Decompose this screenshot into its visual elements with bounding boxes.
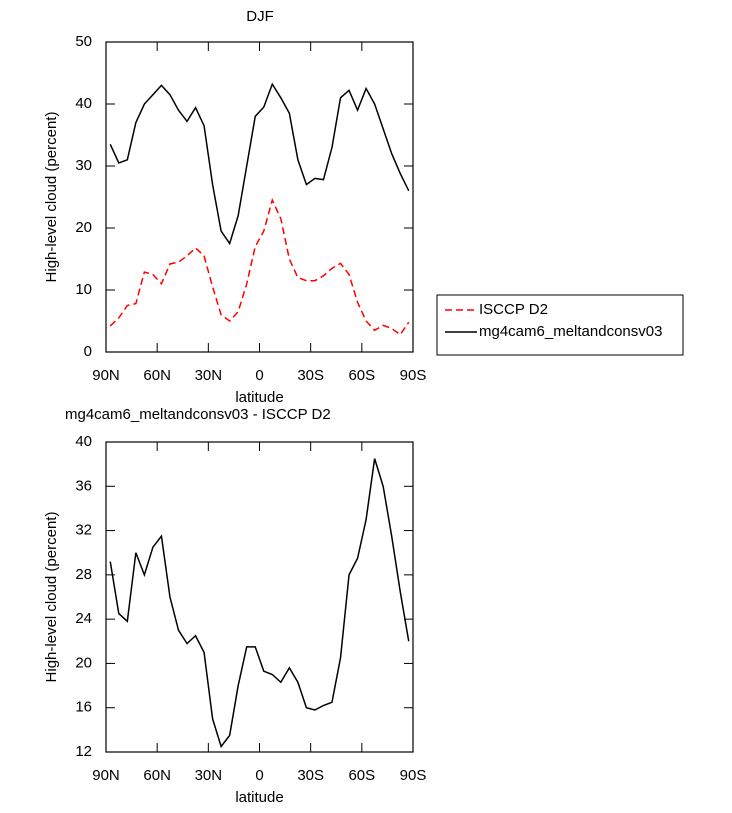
y-tick-label: 30: [75, 157, 92, 174]
x-tick-label: 0: [255, 767, 263, 784]
x-tick-label: 0: [255, 367, 263, 384]
y-tick-label: 20: [75, 654, 92, 671]
x-axis-label: latitude: [235, 389, 283, 406]
y-tick-label: 28: [75, 566, 92, 583]
x-tick-label: 90S: [400, 367, 427, 384]
y-tick-label: 50: [75, 33, 92, 50]
y-axis-label: High-level cloud (percent): [43, 112, 60, 283]
data-line: [109, 458, 410, 749]
y-tick-label: 0: [84, 343, 92, 360]
chart-title: DJF: [246, 8, 274, 25]
y-tick-label: 12: [75, 743, 92, 760]
y-tick-label: 20: [75, 219, 92, 236]
x-tick-label: 90N: [92, 367, 120, 384]
x-tick-label: 60S: [348, 367, 375, 384]
legend-label: ISCCP D2: [479, 301, 548, 318]
plot-frame: [105, 441, 414, 753]
x-tick-label: 30N: [195, 767, 223, 784]
x-tick-label: 30S: [297, 367, 324, 384]
data-line: [109, 82, 410, 246]
y-tick-label: 16: [75, 699, 92, 716]
y-tick-label: 40: [75, 95, 92, 112]
legend-label: mg4cam6_meltandconsv03: [479, 323, 662, 340]
y-tick-label: 36: [75, 477, 92, 494]
y-axis-label: High-level cloud (percent): [43, 512, 60, 683]
x-tick-label: 60S: [348, 767, 375, 784]
y-tick-label: 40: [75, 433, 92, 450]
data-line: [109, 197, 410, 336]
y-tick-label: 10: [75, 281, 92, 298]
x-tick-label: 60N: [143, 367, 171, 384]
y-tick-label: 24: [75, 610, 92, 627]
x-tick-label: 90S: [400, 767, 427, 784]
x-axis-label: latitude: [235, 789, 283, 806]
x-tick-label: 30N: [195, 367, 223, 384]
x-tick-label: 60N: [143, 767, 171, 784]
y-tick-label: 32: [75, 522, 92, 539]
x-tick-label: 30S: [297, 767, 324, 784]
x-tick-label: 90N: [92, 767, 120, 784]
legend-box: [436, 294, 684, 356]
chart-title: mg4cam6_meltandconsv03 - ISCCP D2: [65, 406, 331, 423]
